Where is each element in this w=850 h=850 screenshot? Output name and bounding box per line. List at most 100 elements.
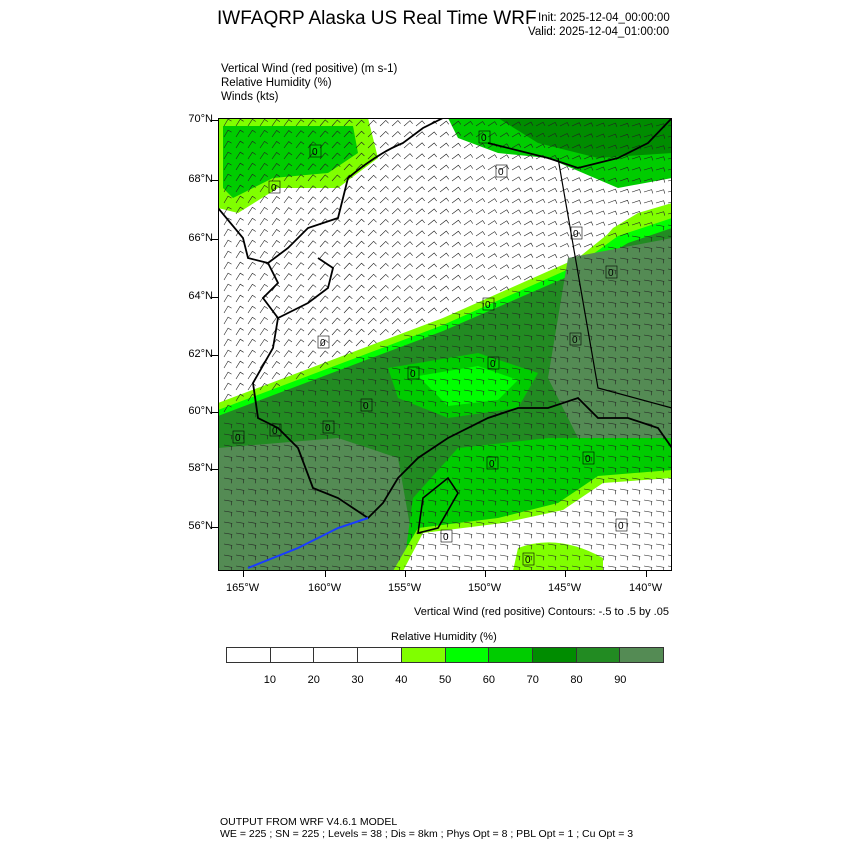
wind-barb	[355, 543, 365, 550]
wind-barb	[655, 134, 666, 139]
wind-barb	[487, 312, 497, 319]
wind-barb	[391, 153, 401, 160]
wind-barb	[619, 301, 629, 308]
wind-barb	[583, 356, 593, 363]
wind-barb	[571, 488, 581, 495]
wind-barb	[355, 273, 365, 281]
lat-tick-label: 56°N	[188, 520, 213, 532]
wind-barb	[655, 356, 665, 363]
wind-barb	[643, 411, 653, 418]
wind-barb	[259, 327, 268, 336]
wind-barb	[451, 367, 461, 374]
wind-barb	[499, 253, 510, 259]
wind-barb	[331, 422, 341, 429]
wind-barb	[547, 290, 557, 297]
wind-barb	[247, 466, 257, 473]
wind-barb	[475, 455, 485, 462]
wind-barb	[439, 356, 449, 363]
wind-barb	[283, 339, 293, 347]
wind-barb	[391, 252, 401, 259]
colorbar-label: 50	[439, 674, 452, 686]
wind-barb	[247, 173, 256, 182]
wind-barb	[235, 195, 244, 204]
wind-barb	[439, 466, 449, 473]
wind-barb	[631, 246, 641, 253]
wind-barb	[583, 543, 593, 550]
wind-barb	[355, 251, 365, 259]
wind-barb	[499, 323, 509, 330]
wind-barb	[271, 152, 281, 160]
wind-barb	[295, 433, 305, 440]
wind-barb	[631, 411, 641, 418]
wind-barb	[511, 477, 521, 484]
wind-barb	[415, 153, 425, 160]
footer-config: WE = 225 ; SN = 225 ; Levels = 38 ; Dis …	[220, 828, 634, 840]
wind-barb	[487, 176, 498, 182]
wind-barb	[667, 224, 672, 227]
wind-barb	[547, 220, 558, 226]
wind-barb	[247, 239, 256, 248]
wind-barb	[331, 488, 341, 495]
wind-barb	[607, 188, 618, 193]
wind-barb	[379, 554, 389, 561]
wind-barb	[367, 141, 377, 149]
wind-barb	[463, 411, 473, 418]
contour-label: 0	[320, 338, 326, 349]
wind-barbs	[223, 118, 672, 571]
wind-barb	[619, 400, 629, 407]
wind-barb	[631, 488, 641, 495]
wind-barb	[535, 389, 545, 396]
wind-barb	[367, 251, 377, 259]
wind-barb	[559, 144, 570, 149]
wind-barb	[283, 141, 293, 149]
wind-barb	[523, 132, 534, 138]
wind-barb	[475, 323, 485, 330]
wind-barb	[283, 499, 293, 506]
wind-barb	[271, 466, 281, 473]
wind-barb	[379, 488, 389, 495]
wind-barb	[247, 499, 257, 506]
wind-barb	[391, 400, 401, 407]
wind-barb	[403, 186, 413, 193]
wind-barb	[583, 433, 593, 440]
wind-barb	[463, 455, 473, 462]
wind-barb	[367, 295, 377, 303]
wind-barb	[355, 433, 365, 440]
wind-barb	[535, 488, 545, 495]
wind-barb	[487, 220, 498, 226]
wind-barb	[355, 295, 365, 303]
wind-barb	[667, 312, 672, 315]
wind-barb	[595, 455, 605, 462]
wind-barb	[595, 166, 606, 171]
wind-barb	[319, 554, 329, 561]
wind-barb	[583, 210, 594, 215]
wind-barb	[667, 212, 672, 215]
wind-barb	[667, 521, 672, 524]
wind-barb	[415, 208, 425, 215]
wind-barb	[559, 543, 569, 550]
wind-barb	[379, 433, 389, 440]
wind-barb	[463, 477, 473, 484]
lon-tick	[565, 571, 566, 577]
wind-barb	[475, 466, 485, 473]
wind-barb	[559, 389, 569, 396]
wind-barb	[607, 378, 617, 385]
wind-barb	[619, 133, 630, 139]
wind-barb	[331, 400, 341, 407]
wind-barb	[451, 312, 461, 319]
wind-barb	[631, 268, 641, 275]
wind-barb	[655, 378, 665, 385]
wind-barb	[547, 323, 557, 330]
wind-barb	[535, 444, 545, 451]
wind-barb	[223, 261, 232, 270]
wind-barb	[595, 221, 606, 226]
wind-barb	[235, 411, 245, 418]
aleutian-coast	[247, 517, 369, 569]
wind-barb	[427, 543, 437, 550]
wind-barb	[439, 252, 450, 259]
wind-barb	[571, 345, 581, 352]
wind-barb	[403, 554, 413, 561]
wind-barb	[619, 455, 629, 462]
field-label-vertical-wind: Vertical Wind (red positive) (m s-1)	[221, 63, 398, 75]
wind-barb	[343, 444, 353, 451]
